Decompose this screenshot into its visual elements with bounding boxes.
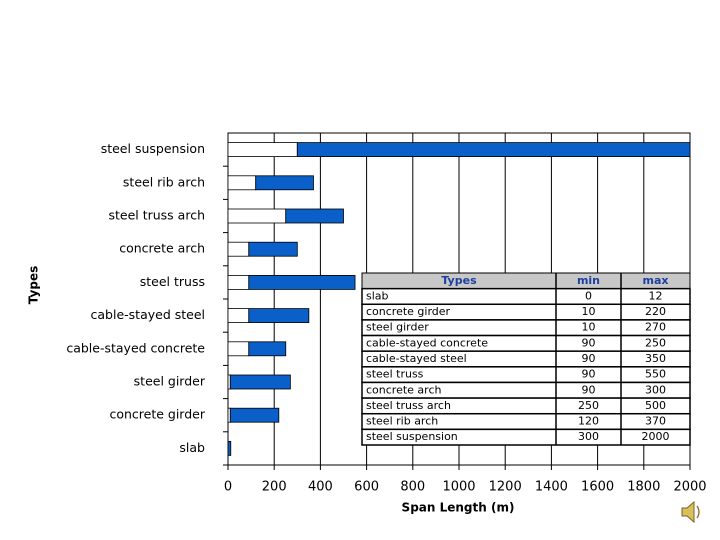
table-cell: steel girder — [366, 321, 429, 334]
bar-range — [248, 241, 298, 257]
table-cell: 500 — [645, 399, 666, 412]
bar-range — [248, 274, 356, 290]
table-cell: 270 — [645, 321, 666, 334]
bar-min — [227, 308, 250, 324]
bar-min — [227, 241, 250, 257]
x-tick-label: 0 — [224, 480, 232, 495]
table-cell: steel rib arch — [366, 415, 438, 428]
table-cell: steel suspension — [366, 430, 458, 443]
table-cell: 2000 — [642, 430, 670, 443]
y-tick-label: steel girder — [134, 374, 206, 389]
table-cell: 12 — [649, 289, 663, 302]
table-cell: concrete girder — [366, 305, 451, 318]
table-cell: 90 — [582, 368, 596, 381]
table-cell: 10 — [582, 321, 596, 334]
bar-range — [248, 341, 287, 357]
x-tick-label: 1600 — [581, 480, 614, 495]
x-tick-label: 1400 — [535, 480, 568, 495]
table-cell: slab — [366, 289, 389, 302]
table-cell: 90 — [582, 352, 596, 365]
bar-min — [227, 208, 287, 224]
table-cell: 250 — [578, 399, 599, 412]
y-tick-label: steel suspension — [101, 141, 205, 156]
table-row — [361, 428, 691, 446]
table-cell: 120 — [578, 415, 599, 428]
x-tick-label: 1000 — [442, 480, 475, 495]
bar-min — [227, 175, 257, 191]
bar-range — [255, 175, 314, 191]
x-tick-label: 200 — [262, 480, 287, 495]
table-cell: 250 — [645, 336, 666, 349]
bar-range — [248, 308, 310, 324]
y-tick-label: concrete arch — [119, 241, 205, 256]
x-tick-label: 2000 — [673, 480, 706, 495]
table-cell: cable-stayed steel — [366, 352, 467, 365]
table-cell: 300 — [645, 383, 666, 396]
x-tick-label: 1200 — [489, 480, 522, 495]
table-cell: 300 — [578, 430, 599, 443]
table-row — [361, 287, 691, 306]
table-cell: 220 — [645, 305, 666, 318]
y-tick-label: steel truss — [140, 274, 205, 289]
table-header: max — [643, 274, 669, 287]
bar-range — [227, 440, 232, 456]
x-tick-label: 1800 — [627, 480, 660, 495]
bar-min — [227, 274, 250, 290]
table-cell: 90 — [582, 336, 596, 349]
bar-range — [229, 407, 280, 423]
bar-range — [285, 208, 344, 224]
speaker-icon[interactable] — [681, 500, 700, 524]
table-header-bg — [361, 272, 691, 290]
table-cell: 0 — [585, 289, 592, 302]
y-tick-label: slab — [179, 440, 205, 455]
y-tick-label: steel truss arch — [108, 208, 205, 223]
table-header: Types — [441, 274, 477, 287]
table-cell: 90 — [582, 383, 596, 396]
table-cell: 350 — [645, 352, 666, 365]
table-cell: 550 — [645, 368, 666, 381]
y-tick-label: cable-stayed concrete — [66, 340, 205, 355]
x-tick-label: 400 — [308, 480, 333, 495]
table-header: min — [577, 274, 600, 287]
table-cell: 10 — [582, 305, 596, 318]
table-cell: cable-stayed concrete — [366, 336, 488, 349]
bar-min — [227, 142, 298, 158]
bar-min — [227, 341, 250, 357]
table-cell: 370 — [645, 415, 666, 428]
y-tick-label: cable-stayed steel — [91, 307, 205, 322]
x-axis-title: Span Length (m) — [402, 501, 515, 515]
table-cell: steel truss arch — [366, 399, 451, 412]
table-cell: concrete arch — [366, 383, 441, 396]
x-tick-label: 600 — [354, 480, 379, 495]
y-tick-label: steel rib arch — [123, 174, 205, 189]
y-tick-label: concrete girder — [109, 407, 205, 422]
data-table: Types min max slab 0 12 concrete girder 10 220 st… — [361, 272, 691, 446]
bar-range — [296, 142, 691, 158]
bar-range — [229, 374, 291, 390]
x-tick-label: 800 — [400, 480, 425, 495]
y-axis-title: Types — [27, 266, 41, 304]
table-cell: steel truss — [366, 368, 424, 381]
